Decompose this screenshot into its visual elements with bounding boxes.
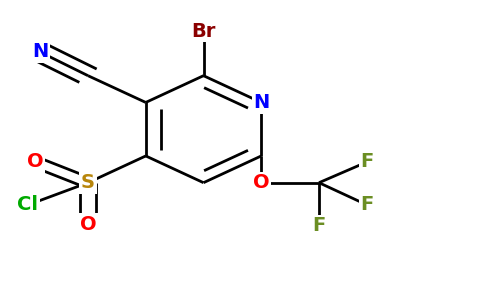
Text: N: N bbox=[253, 93, 270, 112]
Text: Br: Br bbox=[191, 22, 216, 40]
Text: O: O bbox=[80, 215, 96, 234]
Text: F: F bbox=[312, 216, 326, 235]
Text: S: S bbox=[81, 173, 95, 192]
Text: F: F bbox=[361, 196, 374, 214]
Text: O: O bbox=[253, 173, 270, 192]
Text: N: N bbox=[32, 42, 48, 62]
Text: Cl: Cl bbox=[17, 196, 38, 214]
Text: O: O bbox=[27, 152, 44, 171]
Text: F: F bbox=[361, 152, 374, 171]
